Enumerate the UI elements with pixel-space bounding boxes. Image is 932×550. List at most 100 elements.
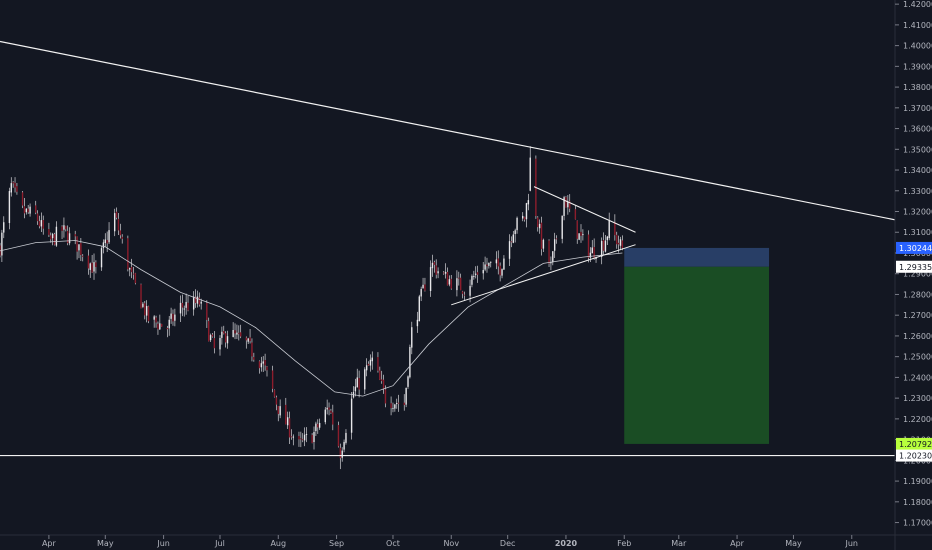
candle-up [512, 234, 515, 243]
candle-down [298, 436, 300, 440]
price-tag-neutral [896, 260, 932, 273]
candle-down [358, 378, 360, 390]
candle-down [379, 370, 381, 380]
price-tick-label: 1.32000 [903, 208, 932, 217]
candle-down [50, 235, 52, 240]
candle-down [433, 262, 436, 265]
position-zones [624, 247, 770, 444]
candle-down [266, 366, 268, 371]
price-tick-label: 1.26000 [903, 332, 932, 341]
price-tick-label: 1.42000 [903, 0, 932, 9]
time-axis[interactable]: Apr May Jun Jul Aug Sep Oct Nov Dec 2020 Feb Mar Apr… [42, 535, 858, 548]
candle-down [537, 217, 539, 228]
candle-up [490, 261, 492, 263]
candle-down [127, 238, 129, 270]
candle-up [407, 376, 409, 387]
time-tick-label: Oct [386, 539, 400, 548]
candle-up [484, 264, 486, 270]
candle-up [93, 262, 95, 272]
time-tick-label: May [785, 539, 802, 548]
price-tag-label: 1.29335 [899, 263, 932, 272]
candle-down [172, 313, 174, 322]
candle-down [367, 363, 370, 366]
candle-down [48, 229, 50, 235]
candle-up [142, 303, 144, 307]
candle-up [55, 226, 58, 246]
candle-up [100, 248, 103, 268]
candle-down [510, 241, 513, 243]
candles [0, 146, 624, 470]
price-tick-label: 1.25000 [903, 353, 932, 362]
candle-up [104, 239, 106, 243]
candle-down [476, 272, 479, 275]
candle-up [8, 191, 11, 224]
candle-down [377, 357, 379, 371]
candle-down [12, 182, 14, 184]
candle-down [337, 425, 340, 447]
candle-down [187, 302, 189, 311]
time-tick-label: Apr [730, 539, 745, 548]
candle-down [95, 262, 97, 267]
time-tick-label: Aug [270, 539, 286, 548]
time-tick-label: May [97, 539, 114, 548]
candle-down [497, 258, 499, 267]
candle-up [108, 230, 110, 243]
candle-down [300, 438, 302, 440]
candle-down [382, 379, 385, 389]
candle-up [369, 359, 372, 366]
candle-up [292, 436, 295, 438]
price-tag-highlight [896, 437, 932, 450]
candle-down [273, 390, 276, 397]
price-tick-label: 1.24000 [903, 373, 932, 382]
candle-down [390, 403, 392, 408]
candle-down [130, 266, 133, 273]
candle-up [196, 296, 199, 304]
time-tick-label: Feb [617, 539, 631, 548]
candle-up [418, 296, 421, 322]
price-labels: 1.30244 1.29335 1.20792 1.20230 [896, 241, 932, 462]
candle-up [247, 338, 249, 342]
price-axis[interactable]: 1.170001.180001.190001.200001.210001.220… [895, 0, 932, 528]
candle-up [405, 387, 407, 405]
stop-zone [624, 247, 770, 267]
candle-up [341, 450, 343, 458]
candle-up [437, 271, 439, 274]
candle-down [288, 418, 291, 438]
time-tick-label: Sep [329, 539, 344, 548]
candle-up [529, 157, 531, 191]
candle-down [602, 239, 605, 251]
candle-down [245, 337, 248, 341]
candle-down [311, 434, 313, 444]
candle-down [574, 209, 577, 220]
candle-up [619, 239, 622, 246]
candle-up [606, 236, 609, 241]
candle-up [411, 327, 413, 348]
candle-down [275, 397, 278, 405]
candle-up [51, 233, 54, 239]
candle-down [27, 208, 29, 213]
price-tick-label: 1.29000 [903, 270, 932, 279]
candle-up [236, 332, 238, 335]
candle-down [461, 291, 464, 294]
candle-up [482, 270, 484, 274]
candle-down [616, 234, 618, 245]
time-tick-label: Mar [671, 539, 687, 548]
price-tick-label: 1.38000 [903, 83, 932, 92]
candle-up [522, 215, 524, 219]
candle-down [458, 277, 460, 279]
time-tick-label: Dec [500, 539, 515, 548]
candle-down [463, 294, 466, 296]
candle-down [21, 192, 24, 206]
candle-down [569, 201, 571, 209]
candle-up [192, 296, 195, 310]
candle-down [249, 337, 251, 342]
candle-down [140, 284, 142, 309]
candle-up [159, 323, 161, 330]
candle-down [117, 218, 120, 231]
price-tag-neutral [896, 449, 932, 462]
candle-up [226, 336, 229, 344]
candle-up [448, 279, 451, 285]
candle-down [223, 331, 225, 334]
